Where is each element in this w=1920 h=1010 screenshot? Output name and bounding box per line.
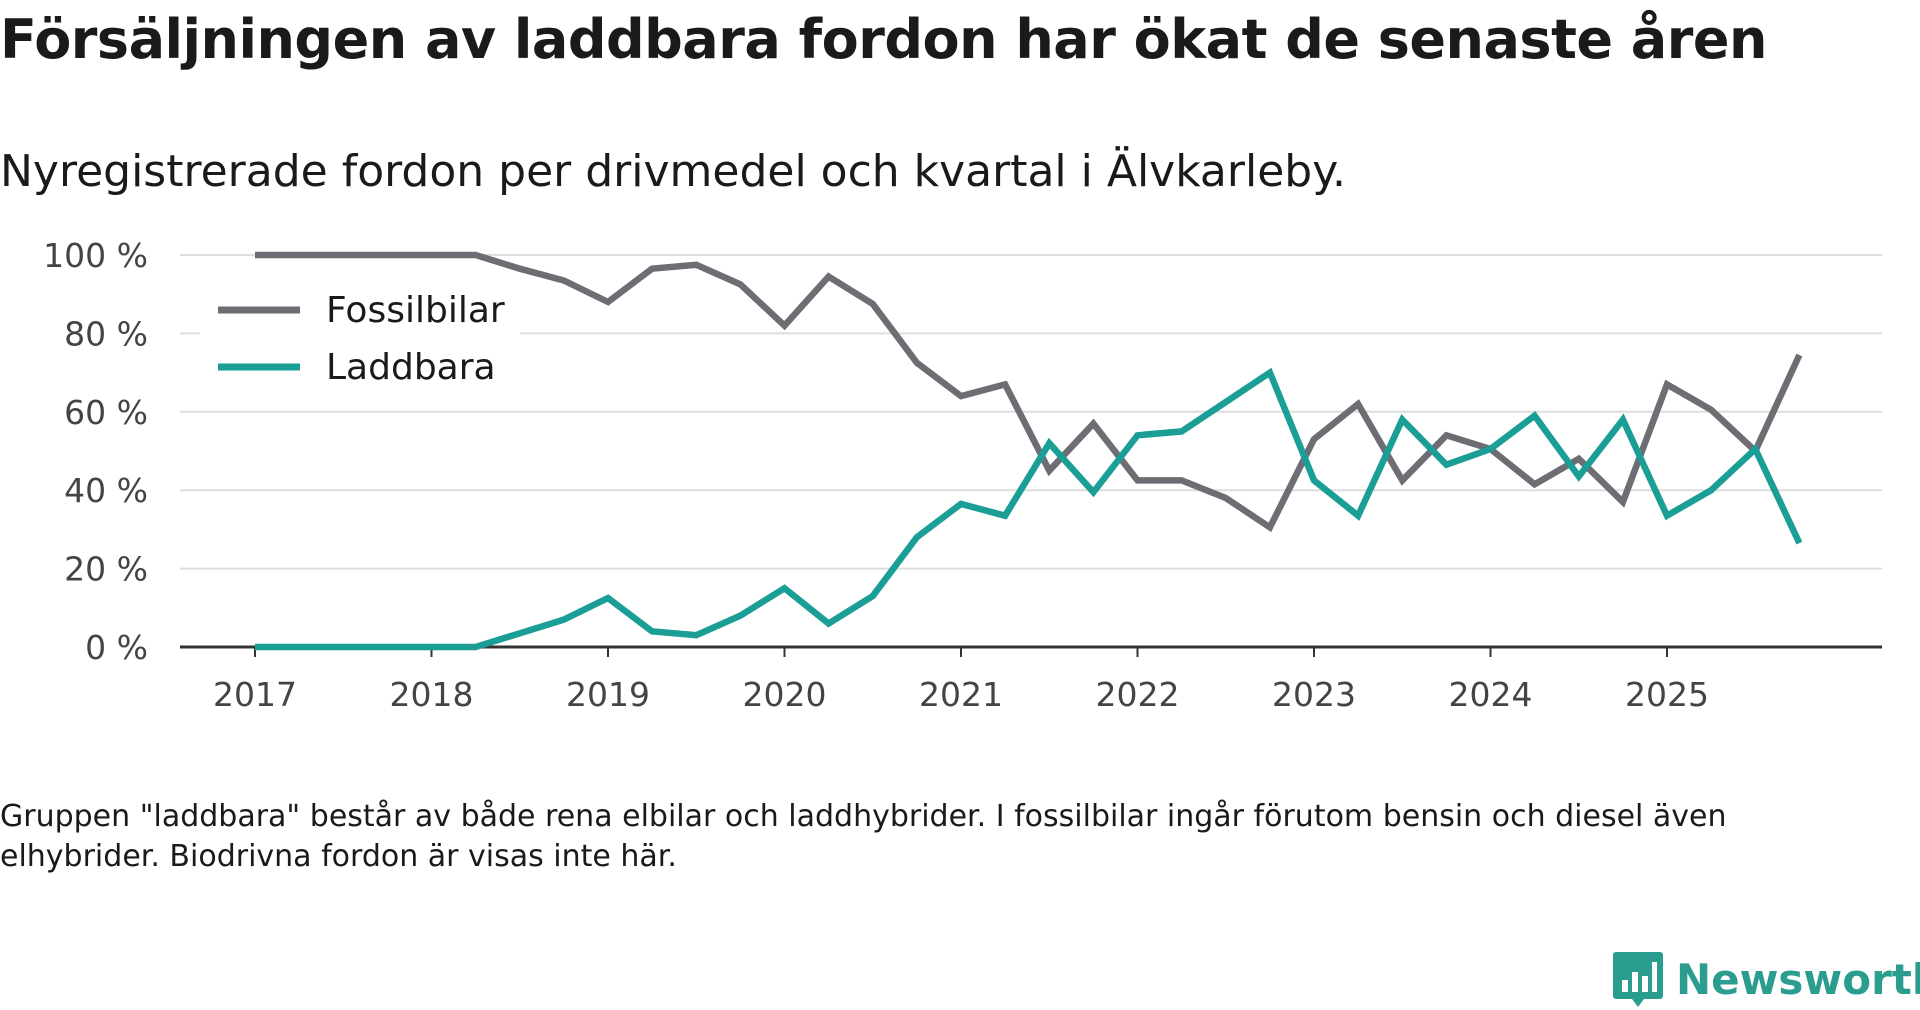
legend: Fossilbilar Laddbara [200,282,520,388]
x-tick-label: 2024 [1449,675,1533,714]
newsworthy-logo-icon [1613,952,1663,1007]
x-tick-label: 2021 [919,675,1003,714]
y-tick-label: 0 % [85,628,148,667]
y-tick-label: 20 % [64,550,148,589]
y-tick-label: 100 % [43,236,148,275]
chart-title: Försäljningen av laddbara fordon har öka… [0,8,1767,71]
x-tick-label: 2022 [1096,675,1180,714]
line-chart: 0 % 20 % 40 % 60 % 80 % 100 % 2017 2018 2019 202… [43,236,1882,714]
x-tick-label: 2020 [743,675,827,714]
y-tick-label: 40 % [64,471,148,510]
brand-name: Newsworthy [1676,954,1920,1004]
series-line-fossilbilar [255,251,1803,533]
x-tick-label: 2018 [390,675,474,714]
x-tick-label: 2023 [1272,675,1356,714]
y-tick-label: 80 % [64,314,148,353]
chart-subtitle: Nyregistrerade fordon per drivmedel och … [0,146,1346,197]
x-tick-label: 2019 [566,675,650,714]
series-line-laddbara [255,367,1803,651]
x-axis-ticks: 2017 2018 2019 2020 2021 2022 2023 2024 2025 [180,645,1882,714]
x-tick-label: 2017 [213,675,297,714]
data-series [255,251,1803,651]
legend-label-laddbara: Laddbara [326,347,496,388]
brand-logo[interactable]: Newsworthy [1612,950,1920,1008]
x-tick-label: 2025 [1625,675,1709,714]
y-tick-label: 60 % [64,393,148,432]
footnote: Gruppen "laddbara" består av både rena e… [0,799,1727,874]
legend-label-fossilbilar: Fossilbilar [326,290,505,331]
y-axis-ticks: 0 % 20 % 40 % 60 % 80 % 100 % [43,236,148,667]
